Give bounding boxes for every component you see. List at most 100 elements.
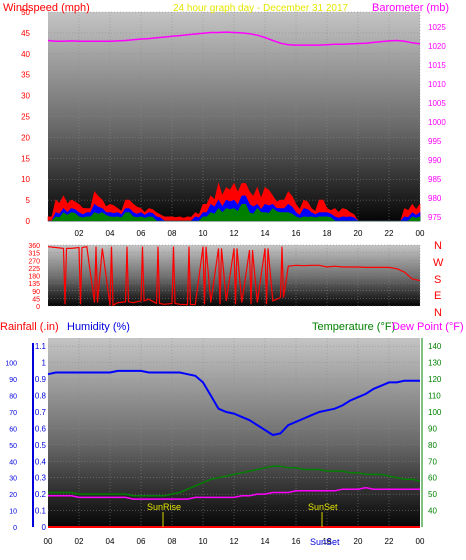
panel3-xtick: 12 <box>230 537 239 546</box>
panel1-ytick-left: 35 <box>21 71 30 80</box>
panel3-ytick-humidity: 60 <box>9 426 17 433</box>
panel3-ytick-temp: 50 <box>428 490 437 499</box>
panel3-ytick-temp: 120 <box>428 375 442 384</box>
sunset-label: SunSet <box>308 502 338 512</box>
panel3-ytick-temp: 100 <box>428 408 442 417</box>
panel3-ytick-humidity: 50 <box>9 443 17 450</box>
cardinal-label-south: S <box>434 274 441 286</box>
panel1-xtick: 16 <box>292 229 301 238</box>
panel1-ytick-right: 1015 <box>428 61 446 70</box>
barometer-axis-title: Barometer (mb) <box>372 2 449 14</box>
panel1-ytick-right: 990 <box>428 156 442 165</box>
data-series <box>47 31 421 528</box>
panel3-background <box>48 338 420 527</box>
cardinal-label-west: W <box>433 257 444 269</box>
panel3-xtick: 20 <box>354 537 363 546</box>
panel3-xtick: 00 <box>416 537 425 546</box>
panel1-ytick-right: 1005 <box>428 99 446 108</box>
panel3-xtick: 18 <box>323 537 332 546</box>
barometer-series <box>47 31 421 46</box>
panel1-ytick-left: 0 <box>26 217 31 226</box>
panel1-xtick: 10 <box>199 229 208 238</box>
panel1-xtick: 12 <box>230 229 239 238</box>
wind-direction-series <box>47 246 421 307</box>
panel3-ytick-temp: 110 <box>428 392 441 401</box>
panel3-ytick-humidity: 30 <box>9 476 17 483</box>
panel2-ytick: 0 <box>36 304 40 311</box>
panel1-xtick: 00 <box>416 229 425 238</box>
wind-axis-title: Windspeed (mph) <box>3 2 90 14</box>
panel1-ytick-left: 40 <box>21 50 30 59</box>
panel1-ytick-right: 1025 <box>428 23 446 32</box>
panel3-ytick-humidity: 70 <box>9 410 17 417</box>
panel3-ytick-rain: 0.6 <box>35 424 47 433</box>
panel3-ytick-rain: 0.3 <box>35 474 47 483</box>
dewpoint-axis-title: Dew Point (°F) <box>392 321 464 333</box>
graph-title: 24 hour graph day - December 31 2017 <box>173 3 349 14</box>
panel3-ytick-temp: 140 <box>428 342 442 351</box>
temperature-series <box>48 465 421 497</box>
panel3-ytick-rain: 0.1 <box>35 507 47 516</box>
panel1-ytick-left: 5 <box>26 196 31 205</box>
tick-labels: 02 04 06 08 10 12 14 16 18 20 22 000510152025303540… <box>5 8 446 546</box>
panel3-ytick-temp: 80 <box>428 441 437 450</box>
panel3-ytick-humidity: 40 <box>9 459 17 466</box>
panel2-ytick: 225 <box>28 266 40 273</box>
cardinal-label-north-bottom: N <box>434 307 442 319</box>
panel3-xtick: 04 <box>106 537 115 546</box>
panel1-ytick-right: 1000 <box>428 118 446 127</box>
panel3-xtick: 10 <box>199 537 208 546</box>
panel3-ytick-humidity: 80 <box>9 394 17 401</box>
panel3-ytick-rain: 0.9 <box>35 375 47 384</box>
temperature-axis-title: Temperature (°F) <box>312 321 395 333</box>
panel2-ytick: 270 <box>28 258 40 265</box>
panel3-ytick-temp: 40 <box>428 507 437 516</box>
panel1-xtick: 22 <box>385 229 394 238</box>
cardinal-label-north-top: N <box>434 240 442 252</box>
rainfall-axis-title: Rainfall (.in) <box>0 321 59 333</box>
panel2-ytick: 135 <box>28 281 40 288</box>
panel3-ytick-temp: 60 <box>428 474 437 483</box>
panel3-ytick-humidity: 100 <box>5 361 17 368</box>
panel2-ytick: 315 <box>28 251 40 258</box>
panel1-ytick-right: 980 <box>428 194 442 203</box>
panel1-ytick-right: 1020 <box>428 42 446 51</box>
panel3-ytick-rain: 1 <box>42 359 47 368</box>
panel3-ytick-rain: 1.1 <box>35 342 47 351</box>
panel2-ytick: 360 <box>28 243 40 250</box>
panel2-ytick: 45 <box>32 296 40 303</box>
sunrise-label: SunRise <box>147 502 181 512</box>
panel1-xtick: 20 <box>354 229 363 238</box>
panel1-xtick: 14 <box>261 229 270 238</box>
panel2-ytick: 90 <box>32 289 40 296</box>
panel3-ytick-humidity: 0 <box>13 525 17 532</box>
panel1-ytick-right: 995 <box>428 137 442 146</box>
panel1-ytick-left: 25 <box>21 113 30 122</box>
panel1-xtick: 08 <box>168 229 177 238</box>
panel3-ytick-rain: 0.2 <box>35 490 47 499</box>
sunset-bottom-label: SunSet <box>310 537 340 547</box>
panel1-ytick-right: 975 <box>428 213 442 222</box>
panel3-xtick: 16 <box>292 537 301 546</box>
panel1-xtick: 02 <box>75 229 84 238</box>
panel1-xtick: 18 <box>323 229 332 238</box>
panel3-xtick: 22 <box>385 537 394 546</box>
panel3-ytick-rain: 0.5 <box>35 441 47 450</box>
wind-low-series <box>48 204 421 222</box>
panel3-ytick-temp: 130 <box>428 359 442 368</box>
panel3-ytick-rain: 0 <box>42 523 47 532</box>
panel2-ytick: 180 <box>28 274 40 281</box>
panel1-ytick-left: 30 <box>21 92 30 101</box>
cardinal-label-east: E <box>434 290 441 302</box>
panel3-xtick: 06 <box>137 537 146 546</box>
panel1-ytick-right: 1010 <box>428 80 446 89</box>
humidity-series <box>47 369 420 437</box>
panel3-ytick-temp: 90 <box>428 424 437 433</box>
gridlines <box>48 11 421 528</box>
panel1-ytick-left: 20 <box>21 133 30 142</box>
panel1-xtick: 04 <box>106 229 115 238</box>
panel1-ytick-left: 15 <box>21 154 30 163</box>
panel3-ytick-temp: 70 <box>428 457 437 466</box>
panel1-ytick-left: 50 <box>21 8 30 17</box>
